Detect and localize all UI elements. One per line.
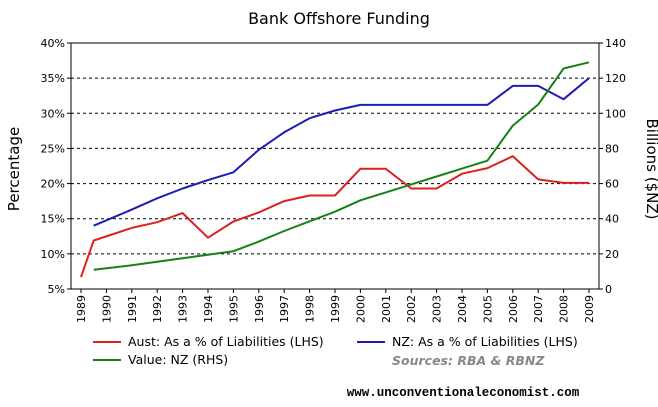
x-tick-label: 1998 [304,295,317,323]
left-tick-label: 10% [41,248,65,261]
x-tick-label: 1999 [329,295,342,323]
x-tick-label: 2003 [431,295,444,323]
right-tick-label: 100 [605,107,626,120]
x-tick-label: 2000 [354,295,367,323]
x-tick-label: 2004 [456,295,469,323]
series-line-nz [93,77,590,227]
left-tick-label: 5% [48,283,65,296]
x-tick-label: 2008 [558,295,571,323]
x-tick-label: 1995 [227,295,240,323]
right-tick-label: 60 [605,178,619,191]
chart-title: Bank Offshore Funding [248,9,430,28]
left-tick-label: 30% [41,107,65,120]
series-lines [80,61,590,278]
left-tick-label: 25% [41,142,65,155]
series-line-value-nz [93,61,590,271]
website-url: www.unconventionaleconomist.com [347,386,580,400]
right-axis-ticks: 0 20 40 60 80 100 120 140 [599,37,626,296]
plot-area-frame [70,42,600,290]
series-line-aust [80,155,589,278]
left-tick-label: 35% [41,72,65,85]
legend: Aust: As a % of Liabilities (LHS) NZ: As… [93,334,578,367]
x-tick-label: 1992 [151,295,164,323]
x-tick-label: 2006 [507,295,520,323]
legend-label-aust: Aust: As a % of Liabilities (LHS) [128,334,324,349]
x-tick-label: 2002 [405,295,418,323]
right-tick-label: 140 [605,37,626,50]
x-tick-label: 1997 [278,295,291,323]
legend-label-nz: NZ: As a % of Liabilities (LHS) [392,334,578,349]
x-tick-label: 2001 [380,295,393,323]
legend-label-value-nz: Value: NZ (RHS) [128,352,228,367]
left-axis-ticks: 5% 10% 15% 20% 25% 30% 35% 40% [41,37,71,296]
x-tick-label: 1990 [100,295,113,323]
x-tick-label: 1994 [202,295,215,323]
x-tick-label: 2009 [583,295,596,323]
right-tick-label: 0 [605,283,612,296]
x-axis-ticks: 1989 1990 1991 1992 1993 1994 1995 1996 1997 1998… [75,289,596,323]
y-axis-right-label: Billions ($NZ) [643,119,658,220]
x-tick-label: 1989 [75,295,88,323]
right-tick-label: 80 [605,142,619,155]
y-axis-left-label: Percentage [5,127,23,211]
left-tick-label: 20% [41,178,65,191]
left-tick-label: 15% [41,213,65,226]
x-tick-label: 1991 [126,295,139,323]
x-tick-label: 2007 [532,295,545,323]
right-tick-label: 120 [605,72,626,85]
sources-note: Sources: RBA & RBNZ [392,353,545,368]
gridlines [71,77,599,255]
x-tick-label: 1993 [177,295,190,323]
x-tick-label: 2005 [481,295,494,323]
left-tick-label: 40% [41,37,65,50]
right-tick-label: 40 [605,213,619,226]
right-tick-label: 20 [605,248,619,261]
x-tick-label: 1996 [253,295,266,323]
